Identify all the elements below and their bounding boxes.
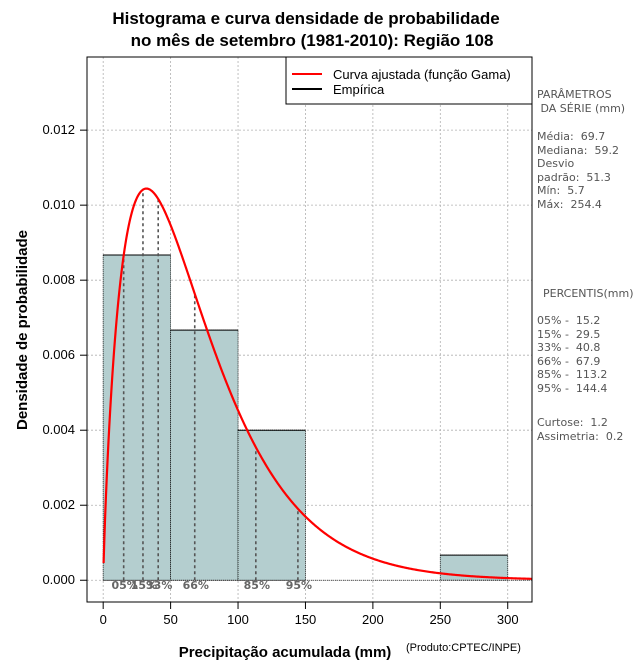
params-header: PARÂMETROS DA SÉRIE (mm): [537, 88, 626, 115]
x-axis: 0 50 100 150 200 250 300: [100, 601, 519, 627]
percentis-header: PERCENTIS(mm): [543, 287, 634, 300]
y-tick-label-5: 0.010: [42, 197, 75, 212]
chart-title-line1: Histograma e curva densidade de probabil…: [112, 9, 499, 28]
legend-label-fitted: Curva ajustada (função Gama): [333, 67, 511, 82]
x-tick-label-4: 200: [362, 612, 384, 627]
legend-box: [285, 56, 533, 105]
x-tick-label-1: 50: [163, 612, 177, 627]
histogram-bar-1: [170, 329, 239, 581]
histogram-bars: [102, 254, 509, 581]
chart-title-line2: no mês de setembro (1981-2010): Região 1…: [131, 31, 494, 50]
x-tick-label-0: 0: [100, 612, 107, 627]
percentis-values: 05% - 15.2 15% - 29.5 33% - 40.8 66% - 6…: [537, 314, 608, 395]
percentile-label-4: 85%: [244, 579, 270, 592]
params-values: Média: 69.7 Mediana: 59.2 Desvio padrão:…: [537, 130, 619, 211]
gamma-curve-group: [102, 187, 532, 580]
y-tick-label-4: 0.008: [42, 272, 75, 287]
y-tick-label-2: 0.004: [42, 422, 75, 437]
y-axis: 0.000 0.002 0.004 0.006 0.008 0.010 0.012: [42, 122, 88, 587]
product-credit: (Produto:CPTEC/INPE): [406, 642, 521, 654]
percentile-label-2: 33%: [146, 579, 172, 592]
x-tick-label-5: 250: [429, 612, 451, 627]
percentile-lines: [122, 189, 299, 581]
x-tick-label-2: 100: [227, 612, 249, 627]
y-tick-label-3: 0.006: [42, 347, 75, 362]
x-tick-label-3: 150: [295, 612, 317, 627]
percentile-label-5: 95%: [286, 579, 312, 592]
percentile-label-0: 05%: [112, 579, 138, 592]
y-tick-label-0: 0.000: [42, 572, 75, 587]
gamma-fit-curve: [102, 187, 532, 580]
legend-label-empirical: Empírica: [333, 82, 385, 97]
percentile-label-1: 15%: [131, 579, 157, 592]
x-axis-label: Precipitação acumulada (mm): [179, 644, 392, 660]
y-axis-label: Densidade de probabilidade: [14, 230, 31, 430]
shape-stats: Curtose: 1.2 Assimetria: 0.2: [537, 416, 624, 443]
percentile-labels: 05%15%33% 66% 85% 95%: [112, 579, 313, 592]
histogram-bar-0: [102, 254, 172, 581]
percentile-label-3: 66%: [183, 579, 209, 592]
y-tick-label-1: 0.002: [42, 497, 75, 512]
x-tick-label-6: 300: [497, 612, 519, 627]
y-tick-label-6: 0.012: [42, 122, 75, 137]
legend: Curva ajustada (função Gama) Empírica: [285, 56, 533, 105]
